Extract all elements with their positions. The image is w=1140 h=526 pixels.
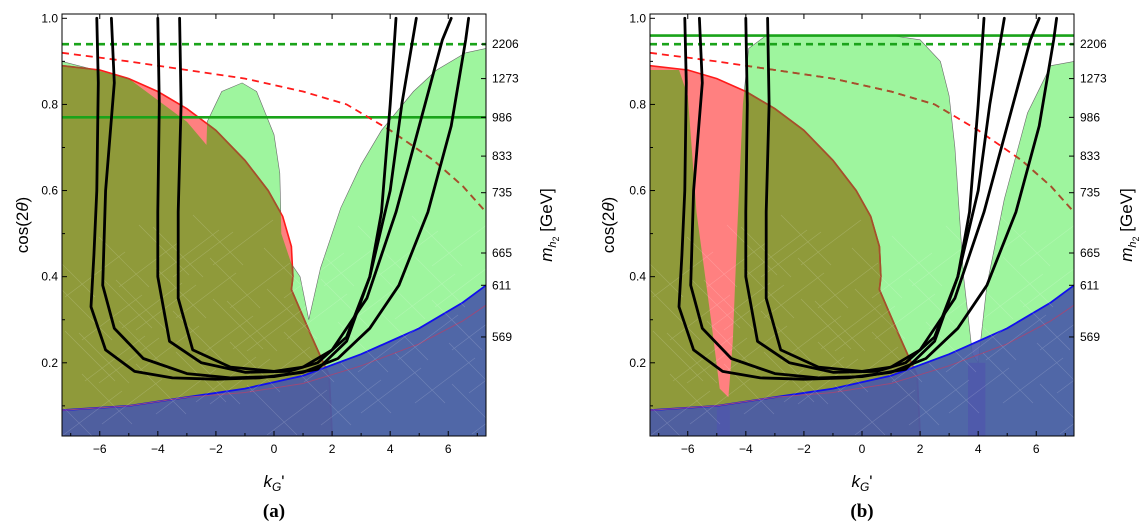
y2-tick-label: 735 bbox=[1080, 186, 1100, 200]
y2-tick-label: 833 bbox=[492, 149, 512, 163]
line-black-curve-3 bbox=[764, 16, 1041, 373]
y-tick-label: 0.8 bbox=[41, 97, 58, 111]
texture-hatch bbox=[62, 214, 486, 436]
y2-tick-label: 2206 bbox=[1080, 37, 1107, 51]
y-tick-label: 0.6 bbox=[629, 184, 646, 198]
y-tick-label: 0.4 bbox=[41, 270, 58, 284]
y2-tick-label: 1273 bbox=[492, 72, 519, 86]
x-tick-label: 0 bbox=[859, 442, 866, 456]
axes-b: −6 −4 −2 0 2 4 6 0.2 0.4 0.6 0.8 1.0 2206 1273 986 833 7… bbox=[629, 11, 1107, 456]
x-axis-label-b: kG' bbox=[851, 472, 872, 494]
y-tick-label: 1.0 bbox=[41, 11, 58, 25]
x-tick-label: 2 bbox=[917, 442, 924, 456]
y2-tick-label: 1273 bbox=[1080, 72, 1107, 86]
panel-b: −6 −4 −2 0 2 4 6 0.2 0.4 0.6 0.8 1.0 2206 1273 986 833 7… bbox=[599, 11, 1140, 522]
region-blue-inner-line bbox=[650, 304, 1074, 411]
plot-area-b bbox=[650, 16, 1074, 436]
x-tick-label: −6 bbox=[93, 442, 107, 456]
y2-tick-label: 665 bbox=[1080, 246, 1100, 260]
line-black-curve-4 bbox=[677, 16, 1058, 381]
x-axis-label-a: kG' bbox=[263, 472, 284, 494]
y-tick-label: 0.8 bbox=[629, 97, 646, 111]
x-tick-label: 2 bbox=[329, 442, 336, 456]
y-axis-label-a: cos(2θ) bbox=[13, 197, 32, 253]
panel-label-a: (a) bbox=[263, 501, 285, 522]
y2-tick-label: 569 bbox=[1080, 330, 1100, 344]
x-tick-label: −2 bbox=[797, 442, 811, 456]
axes-a: −6 −4 −2 0 2 4 6 0.2 0.4 0.6 0.8 1.0 2206 1273 986 833 7… bbox=[41, 11, 519, 456]
y2-tick-label: 986 bbox=[492, 110, 512, 124]
y2-axis-label-b: mh2 [GeV] bbox=[1117, 188, 1140, 262]
y-tick-label: 0.2 bbox=[41, 356, 58, 370]
x-tick-label: −4 bbox=[151, 442, 165, 456]
x-tick-label: 6 bbox=[445, 442, 452, 456]
region-blue-inner-line bbox=[62, 304, 486, 411]
panel-a: −6 −4 −2 0 2 4 6 0.2 0.4 0.6 0.8 1.0 2206 1273 986 833 7… bbox=[13, 11, 561, 522]
x-tick-label: −6 bbox=[681, 442, 695, 456]
y2-tick-label: 569 bbox=[492, 330, 512, 344]
plot-area-a bbox=[62, 16, 486, 436]
y2-tick-label: 2206 bbox=[492, 37, 519, 51]
texture-hatch bbox=[650, 214, 1074, 436]
x-tick-label: −4 bbox=[739, 442, 753, 456]
y2-tick-label: 611 bbox=[492, 278, 511, 292]
region-blue bbox=[62, 285, 486, 436]
line-black-curve-4 bbox=[89, 16, 471, 381]
y2-tick-label: 986 bbox=[1080, 110, 1100, 124]
x-tick-label: 4 bbox=[387, 442, 394, 456]
y2-tick-label: 735 bbox=[492, 186, 512, 200]
y-axis-label-b: cos(2θ) bbox=[599, 197, 618, 253]
y-tick-label: 0.4 bbox=[629, 270, 646, 284]
y2-tick-label: 833 bbox=[1080, 149, 1100, 163]
region-blue bbox=[650, 285, 1074, 436]
panel-label-b: (b) bbox=[850, 501, 873, 522]
y-tick-label: 1.0 bbox=[629, 11, 646, 25]
x-tick-label: 4 bbox=[975, 442, 982, 456]
line-black-curve-3 bbox=[176, 16, 453, 373]
x-tick-label: −2 bbox=[209, 442, 223, 456]
x-tick-label: 0 bbox=[271, 442, 278, 456]
y2-tick-label: 611 bbox=[1080, 278, 1099, 292]
x-tick-label: 6 bbox=[1033, 442, 1040, 456]
y2-tick-label: 665 bbox=[492, 246, 512, 260]
y-tick-label: 0.2 bbox=[629, 356, 646, 370]
y-tick-label: 0.6 bbox=[41, 184, 58, 198]
y2-axis-label-a: mh2 [GeV] bbox=[537, 188, 561, 262]
